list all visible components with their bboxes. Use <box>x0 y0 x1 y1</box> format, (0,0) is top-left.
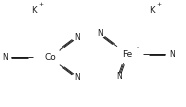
Text: +: + <box>38 2 43 7</box>
Text: N: N <box>2 53 8 62</box>
Text: K: K <box>149 6 154 15</box>
Text: -: - <box>137 45 139 51</box>
Text: N: N <box>116 72 122 81</box>
Text: N: N <box>74 33 80 42</box>
Text: N: N <box>97 29 103 38</box>
Text: +: + <box>156 2 161 7</box>
Text: N: N <box>169 50 175 59</box>
Text: Fe: Fe <box>122 50 132 59</box>
Text: Co: Co <box>44 53 56 62</box>
Text: -: - <box>58 49 60 54</box>
Text: N: N <box>74 73 80 82</box>
Text: K: K <box>31 6 36 15</box>
